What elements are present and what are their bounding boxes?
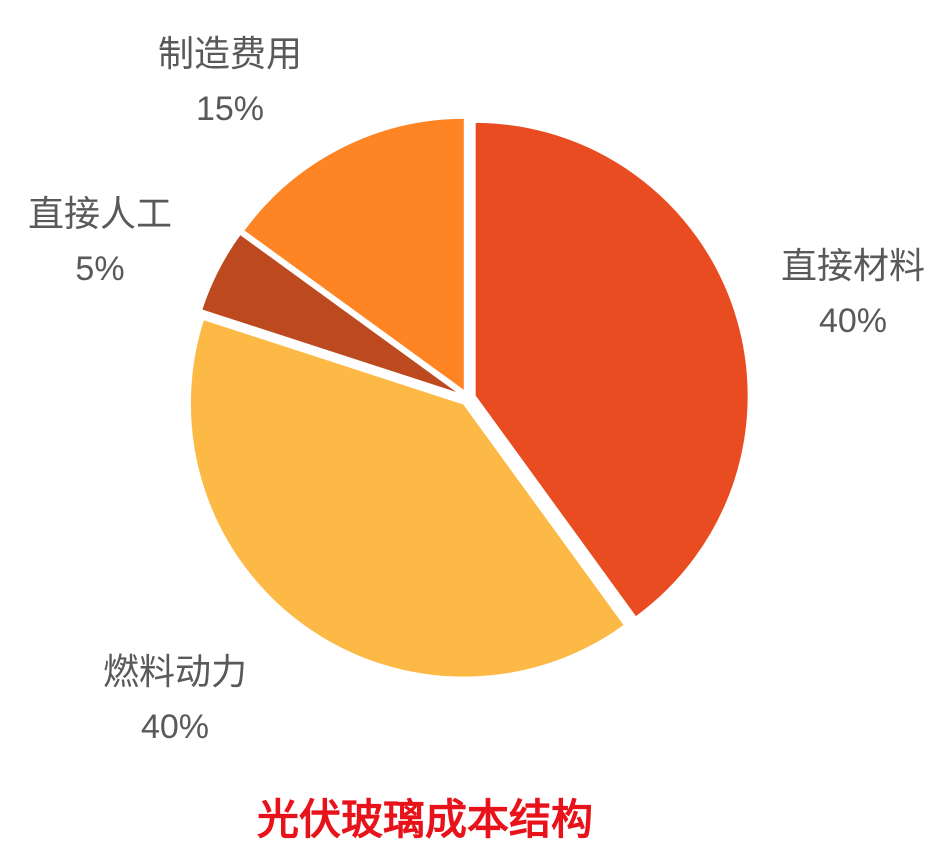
slice-label-direct-materials: 直接材料 40%: [758, 240, 948, 348]
slice-label-percent: 40%: [818, 302, 888, 340]
pie-slice-manufacturing-overhead: [241, 116, 466, 394]
slice-label-direct-labor: 直接人工 5%: [5, 188, 195, 296]
slice-label-manufacturing-overhead: 制造费用 15%: [135, 28, 325, 136]
slice-label-name: 燃料动力: [102, 652, 247, 693]
chart-title: 光伏玻璃成本结构: [256, 795, 593, 844]
slice-label-name: 直接人工: [27, 194, 172, 235]
pie-slice-direct-labor: [199, 232, 463, 396]
pie-slice-direct-materials: [473, 120, 750, 619]
slice-label-fuel-power: 燃料动力 40%: [70, 646, 280, 754]
slice-label-name: 制造费用: [157, 34, 302, 75]
slice-label-percent: 40%: [140, 708, 210, 746]
slice-label-percent: 5%: [75, 250, 125, 288]
slice-label-name: 直接材料: [780, 246, 925, 287]
slice-label-percent: 15%: [195, 90, 265, 128]
pie-slice-fuel-power: [188, 317, 627, 679]
